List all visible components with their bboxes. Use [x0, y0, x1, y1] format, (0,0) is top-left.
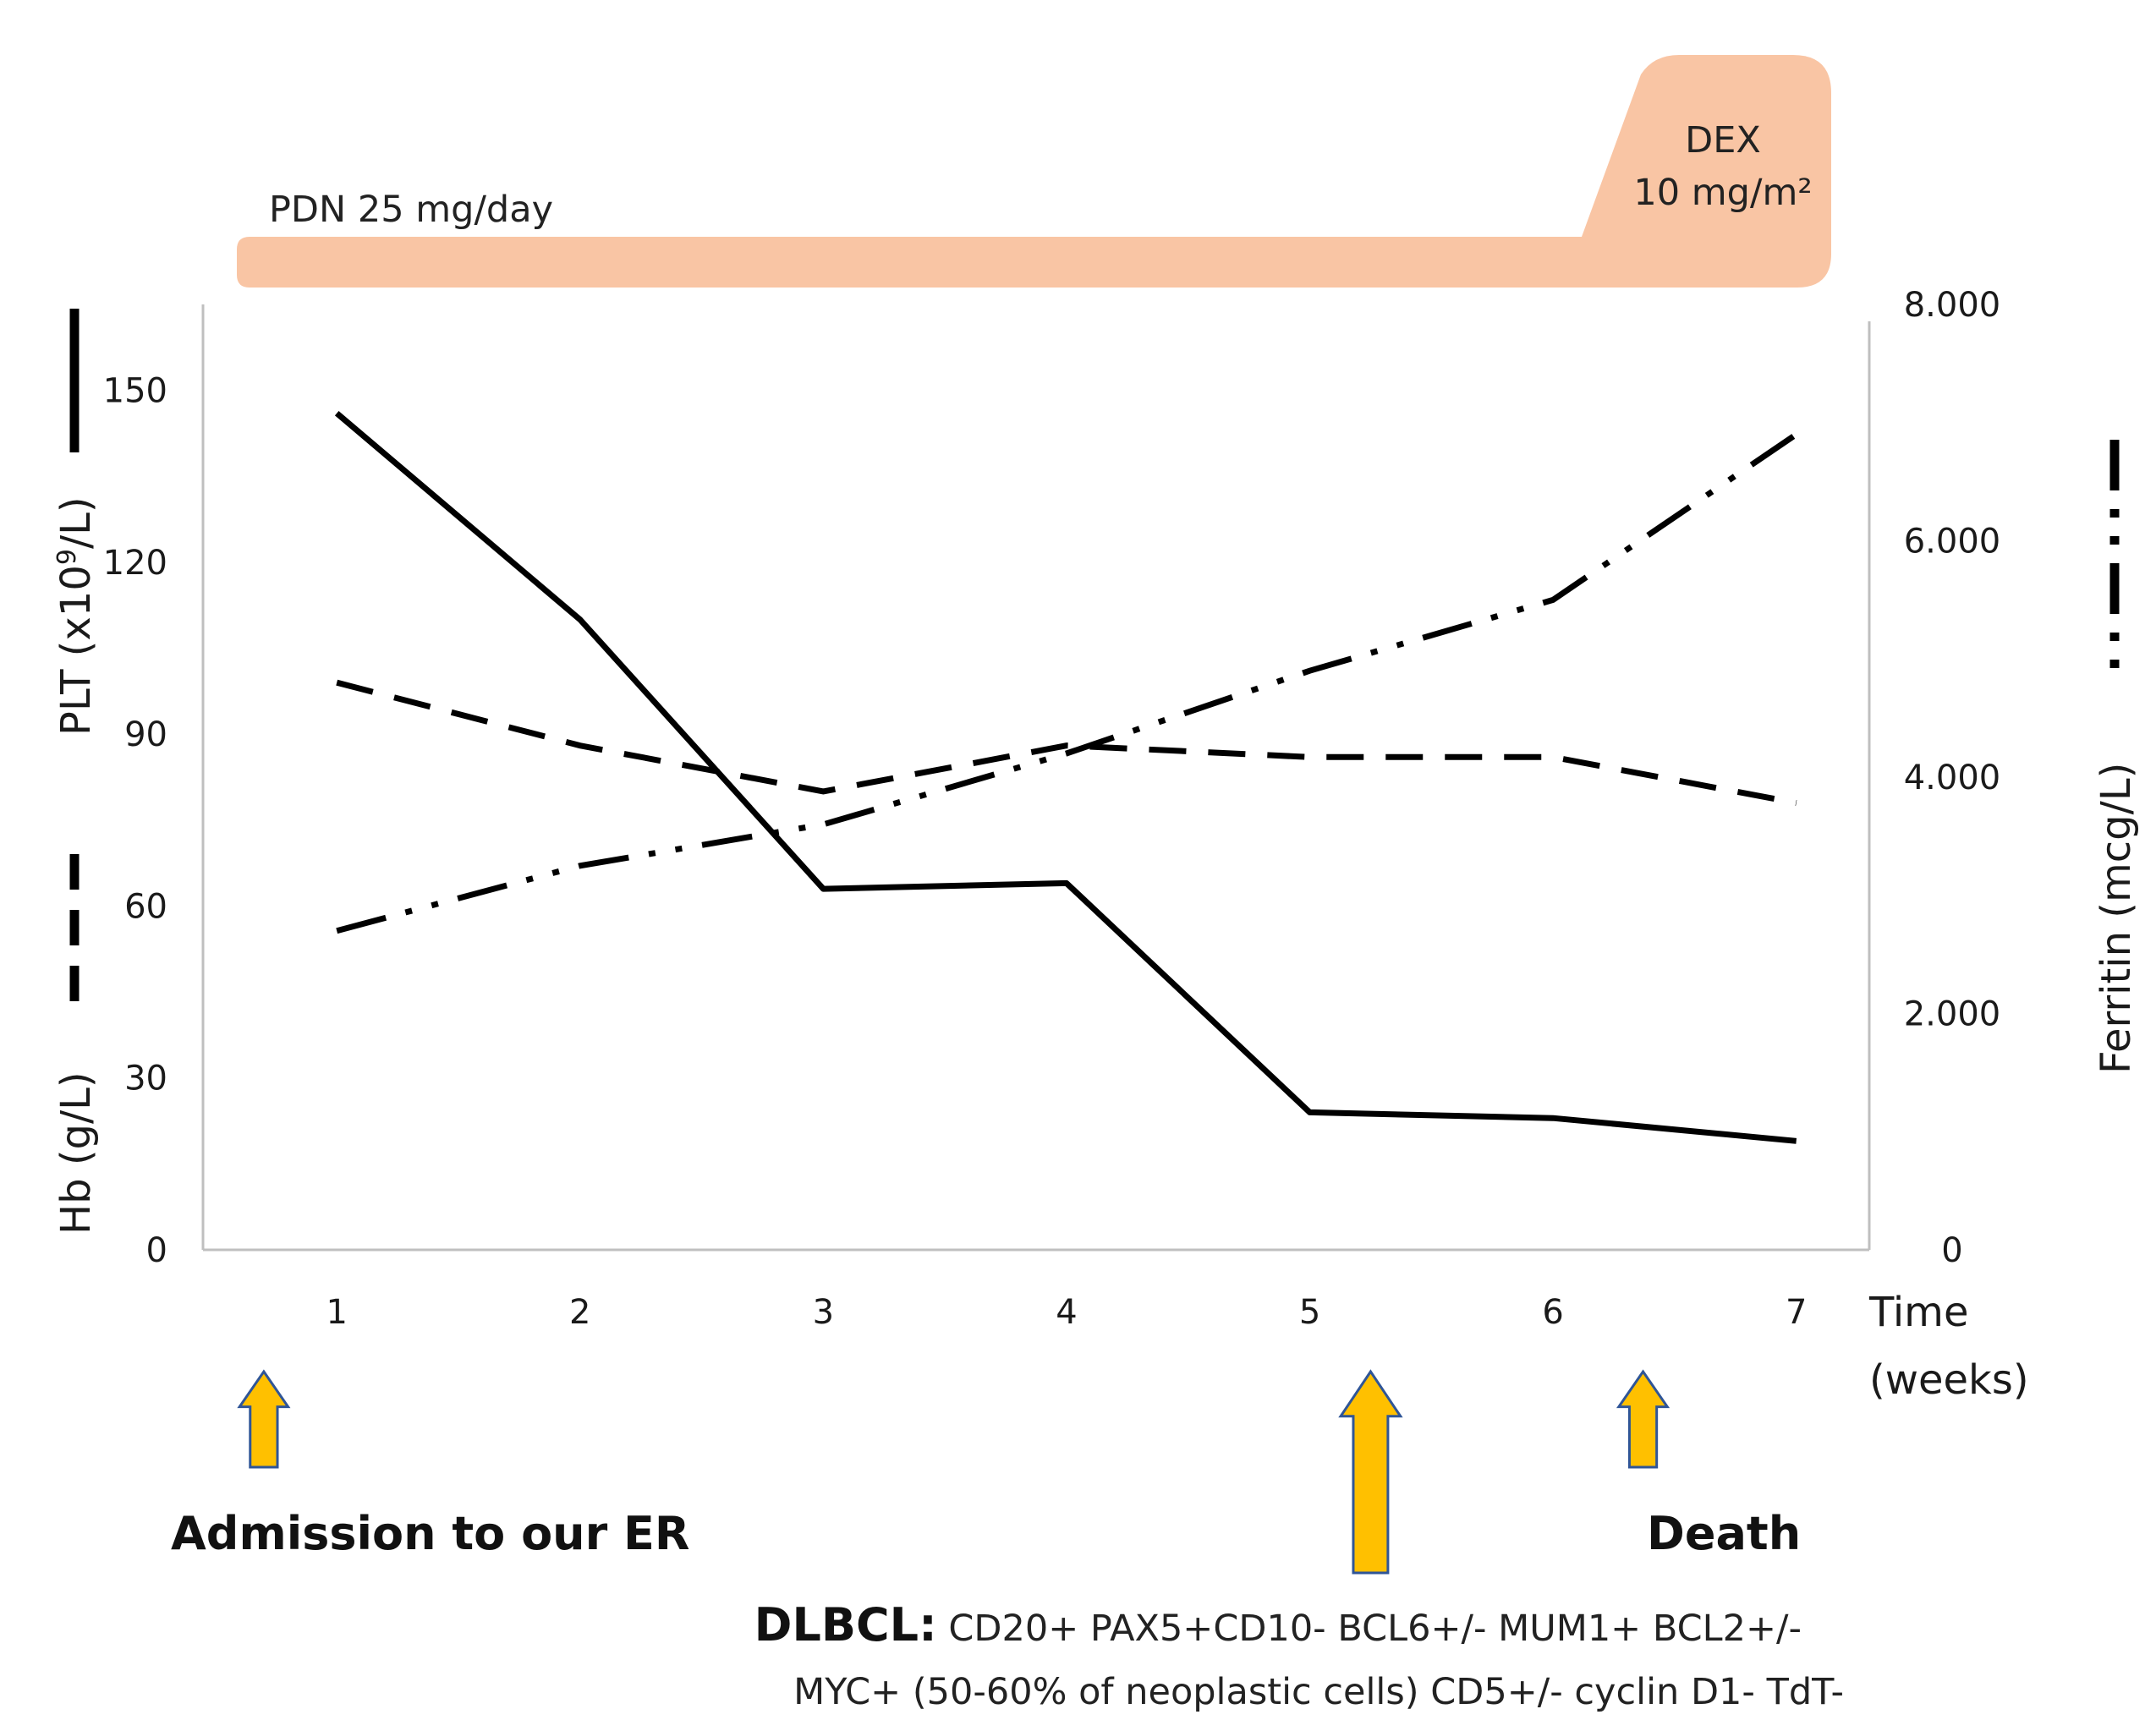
hb-axis-title: Hb (g/L) [52, 1071, 100, 1235]
dex-label-line2: 10 mg/m² [1633, 172, 1812, 214]
left-tick-4: 120 [103, 544, 167, 583]
pdn-treatment-bar [237, 237, 1582, 288]
x-tick-7: 7 [1786, 1293, 1807, 1332]
diagnosis-arrow [1338, 1369, 1403, 1575]
left-axis-ticks: 0 30 60 90 120 150 [103, 372, 167, 1270]
x-tick-4: 4 [1056, 1293, 1077, 1332]
diagnosis-line2: MYC+ (50-60% of neoplastic cells) CD5+/-… [793, 1671, 1844, 1713]
left-tick-3: 90 [124, 715, 167, 754]
event-arrows [237, 1369, 1670, 1575]
left-tick-2: 60 [124, 887, 167, 926]
pdn-label: PDN 25 mg/day [269, 189, 553, 231]
left-axis-legend: PLT (x109/L) Hb (g/L) [52, 309, 101, 1235]
left-tick-1: 30 [124, 1060, 167, 1098]
diagnosis-line1: DLBCL: CD20+ PAX5+CD10- BCL6+/- MUM1+ BC… [754, 1598, 1802, 1652]
treatment-band: PDN 25 mg/day DEX 10 mg/m² [237, 55, 1831, 288]
right-tick-1: 2.000 [1904, 995, 2001, 1034]
dex-treatment-bar [1582, 55, 1831, 288]
death-label: Death [1647, 1507, 1801, 1560]
admission-label: Admission to our ER [171, 1507, 690, 1560]
right-tick-2: 4.000 [1904, 759, 2001, 797]
death-arrow [1616, 1369, 1670, 1469]
hb-series-line [336, 679, 1797, 806]
x-axis-title-line1: Time [1868, 1289, 1968, 1336]
left-tick-0: 0 [146, 1231, 167, 1270]
dex-label-line1: DEX [1685, 119, 1761, 162]
plt-title-sup: 9 [52, 549, 82, 565]
admission-arrow [237, 1369, 291, 1469]
x-tick-6: 6 [1542, 1293, 1563, 1332]
ferritin-series-line [336, 431, 1798, 934]
x-tick-5: 5 [1299, 1293, 1320, 1332]
right-axis-legend: Ferritin (mcg/L) [2093, 440, 2140, 1074]
left-tick-5: 150 [103, 372, 167, 411]
ferritin-axis-title: Ferritin (mcg/L) [2093, 763, 2140, 1074]
right-tick-4: 8.000 [1904, 286, 2001, 325]
plt-title-main: PLT (x10 [52, 565, 100, 736]
x-tick-1: 1 [326, 1293, 347, 1332]
right-axis-ticks: 0 2.000 4.000 6.000 8.000 [1904, 286, 2001, 1270]
right-tick-3: 6.000 [1904, 523, 2001, 561]
plt-series-line [334, 411, 1797, 1144]
x-tick-2: 2 [569, 1293, 590, 1332]
diagnosis-markers-1: CD20+ PAX5+CD10- BCL6+/- MUM1+ BCL2+/- [937, 1608, 1802, 1650]
diagnosis-bold: DLBCL: [754, 1598, 937, 1652]
series-group [334, 411, 1798, 1144]
axes [201, 304, 1871, 1252]
x-axis-ticks: 1 2 3 4 5 6 7 [326, 1293, 1807, 1332]
plt-axis-title: PLT (x109/L) [52, 496, 101, 736]
x-tick-3: 3 [813, 1293, 834, 1332]
right-tick-0: 0 [1941, 1231, 1962, 1270]
x-axis-title-line2: (weeks) [1869, 1356, 2029, 1404]
plt-title-end: /L) [52, 496, 100, 549]
